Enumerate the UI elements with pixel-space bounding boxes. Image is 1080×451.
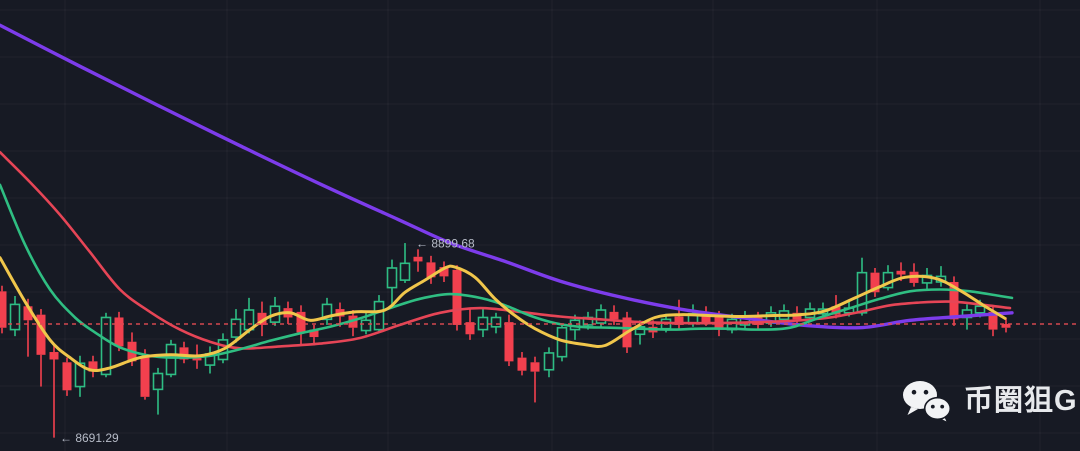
candle-down xyxy=(62,357,72,396)
candle-body xyxy=(230,318,242,338)
candle-body xyxy=(517,357,527,371)
candle-body xyxy=(701,312,711,323)
candle-down xyxy=(609,305,619,325)
candle-up xyxy=(477,309,489,338)
candle-body xyxy=(36,314,46,355)
candle-body xyxy=(360,319,372,332)
candle-body xyxy=(609,311,619,320)
ma-mid-crimson xyxy=(0,150,1012,350)
ma-slow-purple xyxy=(0,23,1014,330)
candle-body xyxy=(140,357,150,397)
candle-down xyxy=(1001,317,1011,333)
candle-body xyxy=(373,300,385,331)
candle-up xyxy=(490,312,502,334)
candle-body xyxy=(413,256,423,262)
candle-body xyxy=(439,267,449,277)
candle-down xyxy=(309,324,319,346)
candle-up xyxy=(543,347,555,378)
candle-down xyxy=(49,345,59,438)
candle-body xyxy=(543,352,555,371)
candle-body xyxy=(477,316,489,331)
candle-body xyxy=(152,372,164,391)
candle-up xyxy=(269,296,281,326)
candle-down xyxy=(439,261,449,282)
candle-up xyxy=(935,266,947,287)
candle-body xyxy=(530,362,540,372)
candle-down xyxy=(36,309,46,387)
candle-down xyxy=(257,301,267,337)
candle-body xyxy=(896,270,906,275)
candle-down xyxy=(426,255,436,284)
candle-down xyxy=(517,352,527,376)
candle-down xyxy=(530,356,540,403)
candle-body xyxy=(257,312,267,325)
candle-up xyxy=(9,295,21,337)
candle-body xyxy=(88,361,98,372)
candle-down xyxy=(452,265,462,331)
candle-down xyxy=(465,308,475,340)
candle-body xyxy=(634,326,646,336)
candle-up xyxy=(152,367,164,415)
candle-down xyxy=(504,314,514,367)
candle-body xyxy=(870,272,880,293)
candle-body xyxy=(309,329,319,338)
candle-up xyxy=(399,243,411,283)
candle-body xyxy=(974,305,986,314)
candle-body xyxy=(490,316,502,328)
candles xyxy=(0,243,1011,438)
candle-up xyxy=(204,346,216,374)
candle-body xyxy=(504,322,514,362)
candle-body xyxy=(100,316,112,376)
candle-body xyxy=(1001,324,1011,328)
ma-fast-yellow xyxy=(0,256,1007,373)
candle-body xyxy=(674,316,684,325)
candle-body xyxy=(62,362,72,391)
candle-up xyxy=(100,312,112,378)
candle-up xyxy=(321,297,333,325)
candle-body xyxy=(595,309,607,324)
candle-body xyxy=(988,311,998,330)
price-annotation: ← 8691.29 xyxy=(60,431,119,445)
candle-body xyxy=(386,267,398,289)
candle-body xyxy=(165,343,177,376)
candle-body xyxy=(452,269,462,325)
candle-body xyxy=(426,262,436,278)
candle-up xyxy=(386,259,398,305)
candle-up xyxy=(165,339,177,378)
candle-down xyxy=(296,305,306,345)
candle-body xyxy=(0,291,7,328)
candle-body xyxy=(399,262,411,281)
candle-up xyxy=(882,265,894,291)
candle-up xyxy=(856,257,868,316)
candle-body xyxy=(321,303,333,321)
candle-down xyxy=(179,341,189,364)
candle-body xyxy=(49,352,59,360)
candle-down xyxy=(870,267,880,297)
candle-body xyxy=(114,317,124,347)
price-annotation: ← 8899.68 xyxy=(416,237,475,251)
candle-down xyxy=(0,285,7,334)
candle-body xyxy=(296,311,306,333)
candle-body xyxy=(9,303,21,331)
candle-body xyxy=(23,306,33,321)
candle-body xyxy=(465,322,475,335)
candle-body xyxy=(179,347,189,360)
candle-down xyxy=(413,249,423,272)
candle-down xyxy=(88,355,98,378)
candle-body xyxy=(831,306,841,315)
